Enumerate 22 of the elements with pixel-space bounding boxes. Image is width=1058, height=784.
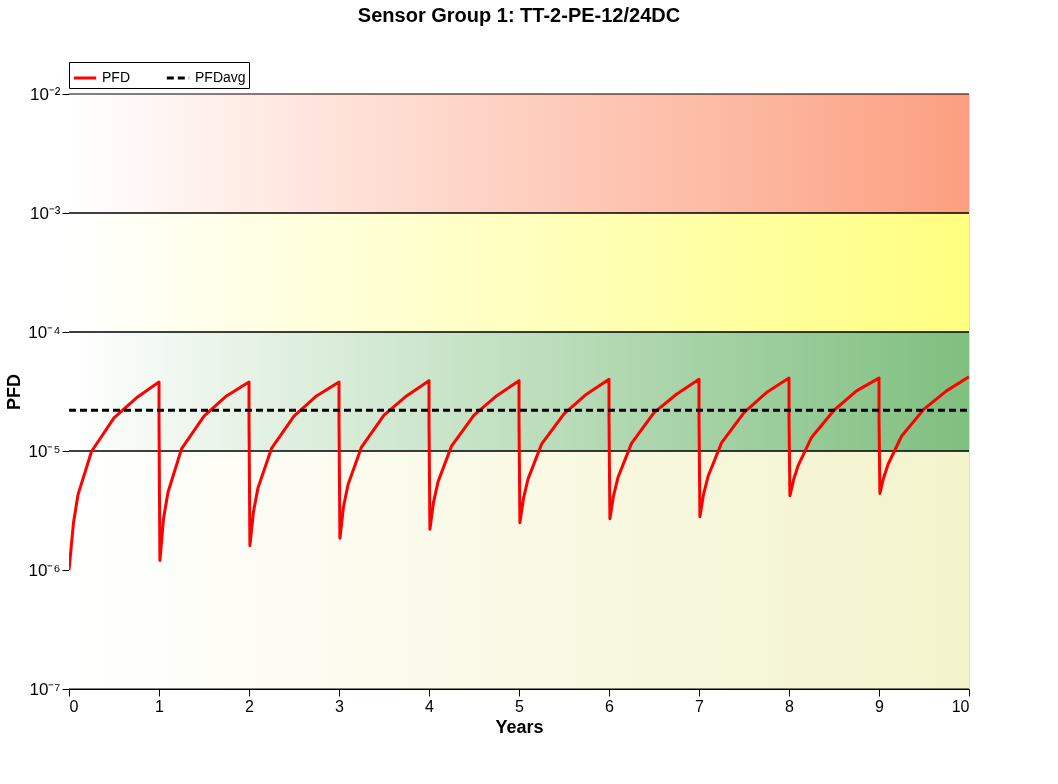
x-tick-label: 8 — [785, 697, 795, 715]
x-tick-label: 5 — [515, 697, 525, 715]
chart-title: Sensor Group 1: TT-2-PE-12/24DC — [357, 3, 681, 26]
y-tick-label: 10⁻⁵ — [28, 441, 61, 461]
legend-label: PFD — [102, 69, 130, 85]
y-axis-title: PFD — [4, 374, 25, 410]
x-tick-label: 1 — [155, 697, 165, 715]
y-tick-label: 10⁻³ — [29, 203, 61, 223]
x-axis-title: Years — [495, 716, 544, 737]
x-tick-label: 4 — [425, 697, 435, 715]
y-tick-label: 10⁻² — [29, 84, 61, 104]
x-tick-label: 10 — [951, 697, 970, 715]
x-tick-label: 3 — [335, 697, 345, 715]
x-tick-label: 0 — [69, 697, 79, 715]
y-tick-label: 10⁻⁶ — [28, 560, 61, 580]
x-tick-label: 2 — [245, 697, 255, 715]
x-tick-label: 9 — [875, 697, 885, 715]
legend-label: PFDavg — [195, 69, 246, 85]
x-tick-label: 7 — [695, 697, 705, 715]
y-tick-label: 10⁻⁴ — [28, 322, 61, 342]
y-tick-label: 10⁻⁷ — [29, 679, 61, 699]
x-tick-label: 6 — [605, 697, 615, 715]
